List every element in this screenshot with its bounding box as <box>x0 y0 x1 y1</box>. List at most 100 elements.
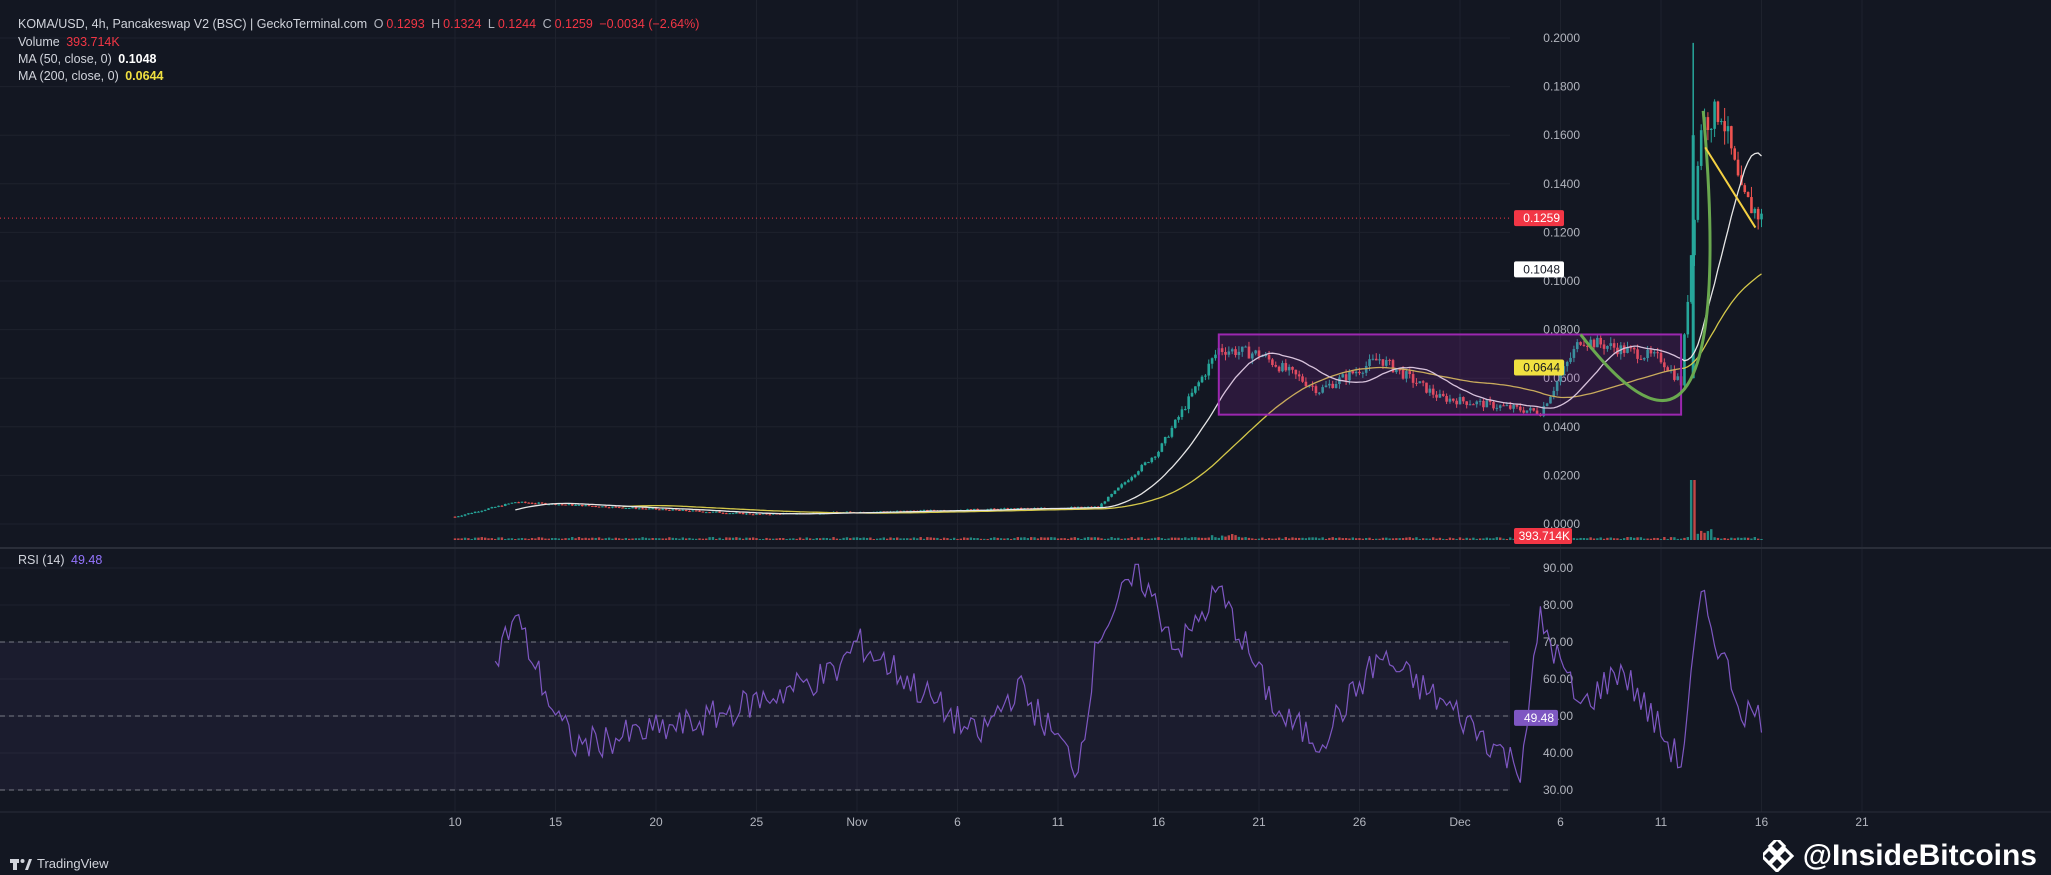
candle-body <box>1100 503 1103 508</box>
ma200-value: 0.0644 <box>125 69 164 83</box>
candle-body <box>617 506 621 508</box>
candle-body <box>701 511 705 513</box>
candle-body <box>1428 388 1432 393</box>
candle-body <box>1140 465 1144 472</box>
volume-bar <box>1633 537 1636 540</box>
candle-body <box>1468 404 1472 406</box>
symbol-title: KOMA/USD, 4h, Pancakeswap V2 (BSC) | Gec… <box>18 17 368 31</box>
volume-bar <box>1418 538 1421 540</box>
candle-body <box>741 512 745 515</box>
volume-bar <box>678 538 681 540</box>
candle-body <box>1314 386 1318 393</box>
candle-body <box>725 513 728 515</box>
candle-body <box>688 510 691 512</box>
candle-body <box>1438 393 1442 398</box>
candle-body <box>1113 490 1117 494</box>
candle-body <box>1267 354 1271 360</box>
candle-body <box>1559 374 1562 382</box>
x-tick-label: 6 <box>954 815 961 829</box>
volume-bar <box>969 537 973 540</box>
volume-bar <box>1663 537 1666 540</box>
candle-body <box>1358 371 1361 374</box>
volume-bar <box>644 537 648 540</box>
volume-bar <box>1220 535 1224 540</box>
candle-body <box>1374 358 1378 361</box>
candle-body <box>721 512 725 514</box>
candle-body <box>658 509 661 511</box>
candle-body <box>1344 374 1348 381</box>
rsi-tick-label: 90.00 <box>1543 561 1573 575</box>
volume-bar <box>584 537 587 540</box>
volume-bar <box>561 538 564 540</box>
volume-bar <box>855 537 859 540</box>
candle-body <box>1549 396 1552 404</box>
y-tick-label: 0.0000 <box>1543 517 1580 531</box>
candle-body <box>1421 381 1425 383</box>
tradingview-brand[interactable]: TradingView <box>10 856 109 871</box>
candle-body <box>758 513 762 515</box>
volume-bar <box>1190 537 1194 540</box>
candle-body <box>591 505 594 507</box>
volume-bar <box>741 538 745 540</box>
volume-bar <box>490 538 494 540</box>
candle-body <box>1261 356 1264 358</box>
candle-body <box>895 510 899 512</box>
candle-body <box>1542 405 1546 416</box>
volume-bar <box>956 538 959 540</box>
candle-body <box>1545 403 1549 406</box>
volume-bar <box>463 537 467 540</box>
candle-body <box>1502 405 1505 407</box>
candle-body <box>1636 349 1639 359</box>
candle-body <box>1626 347 1629 353</box>
volume-bar <box>775 538 778 540</box>
candle-body <box>1153 456 1157 458</box>
volume-bar <box>1053 537 1056 540</box>
volume-bar <box>1244 537 1247 540</box>
candle-body <box>1676 376 1680 380</box>
volume-bar <box>926 537 929 540</box>
volume-bar <box>1298 537 1301 540</box>
volume-bar <box>728 537 731 540</box>
volume-bar <box>1696 533 1700 540</box>
candle-body <box>1706 117 1710 130</box>
candle-body <box>651 508 654 510</box>
volume-bar <box>1287 538 1291 540</box>
candle-body <box>1609 343 1613 346</box>
volume-bar <box>919 537 922 540</box>
volume-bar <box>738 537 741 540</box>
volume-bar <box>1318 538 1321 540</box>
volume-bar <box>1291 537 1294 540</box>
volume-bar <box>715 538 718 540</box>
rsi-line <box>494 563 1763 783</box>
candle-body <box>1274 365 1278 367</box>
volume-bar <box>1686 537 1689 540</box>
volume-bar <box>1019 537 1023 540</box>
candle-body <box>644 508 648 510</box>
x-tick-label: 10 <box>448 815 462 829</box>
candle-body <box>1535 410 1539 415</box>
volume-bar <box>1120 538 1123 540</box>
candle-body <box>1730 126 1733 149</box>
candle-body <box>1649 349 1653 354</box>
volume-bar <box>1606 537 1609 540</box>
volume-bar <box>718 537 721 540</box>
candle-body <box>1294 369 1298 375</box>
ma200-legend: MA (200, close, 0) 0.0644 <box>18 69 164 83</box>
last-price-tag-bg <box>1514 210 1564 227</box>
x-tick-label: Nov <box>846 815 867 829</box>
candle-body <box>524 501 527 503</box>
candle-body <box>557 504 561 506</box>
candle-body <box>1177 417 1180 420</box>
candle-body <box>684 509 688 511</box>
candle-body <box>728 513 731 515</box>
volume-bar <box>1314 537 1318 540</box>
volume-bar <box>1341 538 1344 540</box>
volume-bar <box>1626 537 1629 540</box>
candle-body <box>1076 506 1080 508</box>
volume-legend: Volume 393.714K <box>18 35 120 49</box>
volume-bar <box>1358 538 1361 540</box>
candle-body <box>1190 392 1194 397</box>
rsi-tick-label: 80.00 <box>1543 598 1573 612</box>
candle-body <box>1555 381 1559 391</box>
